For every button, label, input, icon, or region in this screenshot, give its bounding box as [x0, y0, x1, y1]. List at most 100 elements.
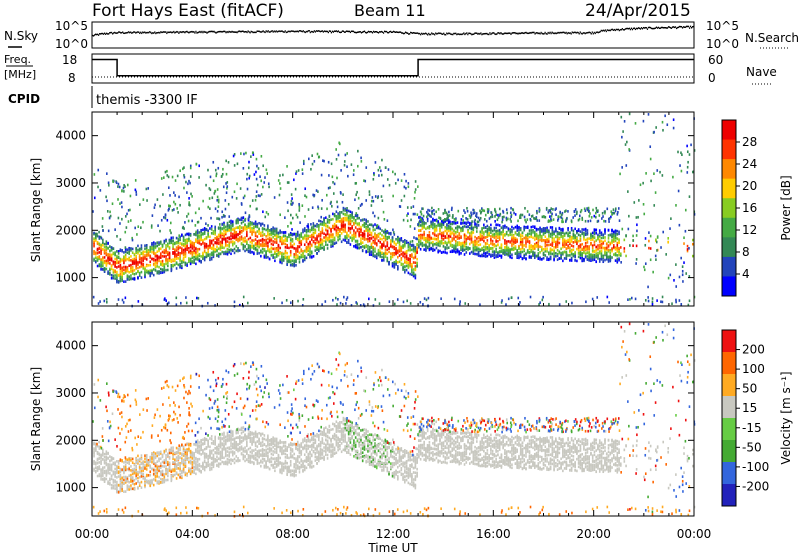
power-point: [432, 226, 434, 230]
noise-point: [577, 31, 579, 34]
power-point: [207, 244, 209, 248]
power-point: [312, 228, 315, 232]
noise-point: [564, 32, 566, 34]
power-point: [469, 247, 471, 250]
power-point: [152, 247, 155, 250]
noise-point: [595, 31, 597, 34]
power-point: [405, 239, 408, 243]
noise-point: [498, 32, 500, 34]
noise-point: [529, 31, 531, 34]
power-point: [217, 247, 220, 251]
power-point: [144, 272, 146, 275]
power-point: [472, 245, 475, 249]
power-point: [119, 275, 122, 278]
power-point: [560, 247, 562, 251]
power-point: [583, 228, 585, 231]
power-point: [579, 214, 581, 218]
noise-point: [445, 33, 447, 36]
power-point: [493, 236, 496, 239]
power-point: [307, 229, 310, 233]
power-point: [310, 250, 313, 254]
power-point: [260, 249, 262, 253]
power-point: [365, 226, 368, 230]
noise-point: [96, 33, 98, 36]
power-point: [175, 257, 178, 260]
power-point: [179, 257, 181, 261]
noise-point: [444, 33, 446, 36]
power-point: [686, 144, 688, 148]
power-point: [393, 241, 396, 245]
power-point: [281, 259, 283, 262]
power-point: [414, 252, 417, 255]
power-point: [439, 249, 441, 253]
power-point: [365, 245, 368, 249]
power-point: [258, 245, 260, 249]
noise-point: [685, 25, 688, 28]
noise-point: [388, 31, 391, 33]
power-point: [367, 250, 369, 253]
power-point: [405, 241, 408, 245]
power-point: [544, 243, 547, 247]
power-point: [332, 238, 334, 242]
power-point: [298, 260, 301, 264]
power-point: [586, 245, 589, 248]
power-point: [296, 254, 299, 257]
power-point: [214, 250, 217, 253]
power-point: [177, 257, 180, 260]
noise-point: [374, 31, 377, 33]
power-point: [605, 251, 608, 255]
power-point: [614, 248, 617, 251]
power-point: [560, 233, 562, 237]
noise-point: [688, 27, 691, 29]
noise-plot-area: [92, 25, 695, 37]
power-point: [223, 226, 225, 229]
noise-point: [557, 31, 559, 34]
power-point: [389, 255, 392, 259]
noise-point: [547, 31, 549, 34]
power-point: [349, 236, 352, 239]
power-point: [551, 242, 554, 245]
power-point: [223, 251, 225, 254]
power-point: [282, 239, 285, 243]
power-point: [384, 232, 387, 235]
power-point: [221, 244, 224, 247]
power-point: [591, 236, 594, 240]
power-point: [316, 237, 318, 241]
power-point: [174, 241, 176, 245]
noise-point: [347, 30, 350, 33]
power-point: [349, 214, 352, 217]
power-point: [433, 242, 436, 246]
noise-point: [181, 31, 183, 34]
power-point: [382, 242, 385, 246]
power-point: [140, 265, 143, 268]
power-point: [130, 249, 132, 252]
power-point: [110, 273, 113, 277]
power-point: [265, 240, 267, 244]
noise-point: [584, 32, 586, 35]
noise-point: [222, 30, 224, 33]
noise-point: [475, 32, 477, 34]
power-point: [611, 247, 613, 250]
noise-point: [683, 26, 686, 28]
power-point: [449, 226, 452, 229]
power-point: [328, 238, 331, 242]
power-point: [191, 247, 194, 250]
power-point: [230, 237, 232, 241]
power-point: [289, 260, 292, 264]
power-point: [107, 272, 109, 275]
power-point: [470, 227, 473, 230]
power-point: [451, 227, 454, 231]
power-point: [281, 261, 283, 265]
power-point: [231, 223, 234, 227]
power-point: [460, 229, 462, 232]
power-point: [251, 244, 253, 247]
power-point: [191, 253, 194, 257]
power-point: [300, 239, 303, 243]
power-point: [404, 242, 406, 246]
power-point: [288, 233, 290, 237]
power-point: [137, 250, 139, 254]
power-point: [333, 238, 336, 241]
noise-point: [166, 32, 168, 35]
power-point: [323, 239, 325, 243]
noise-point: [261, 30, 263, 33]
